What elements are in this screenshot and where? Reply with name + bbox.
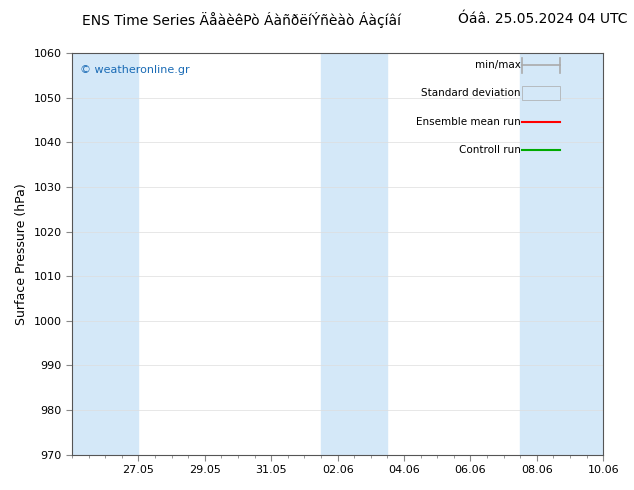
Bar: [522, 86, 560, 100]
Text: Controll run: Controll run: [459, 145, 521, 155]
Text: © weatheronline.gr: © weatheronline.gr: [80, 65, 190, 75]
Bar: [521, 53, 603, 455]
Text: Ensemble mean run: Ensemble mean run: [416, 117, 521, 126]
Text: Standard deviation: Standard deviation: [422, 88, 521, 98]
Text: Óáâ. 25.05.2024 04 UTC: Óáâ. 25.05.2024 04 UTC: [458, 12, 628, 26]
Bar: [72, 53, 138, 455]
Bar: [522, 86, 560, 100]
Y-axis label: Surface Pressure (hPa): Surface Pressure (hPa): [15, 183, 28, 325]
Text: ENS Time Series ÄåàèêPò ÁàñðëíÝñèàò Áàçíâí: ENS Time Series ÄåàèêPò ÁàñðëíÝñèàò Áàçí…: [82, 12, 401, 28]
Text: min/max: min/max: [475, 60, 521, 71]
Bar: [321, 53, 387, 455]
